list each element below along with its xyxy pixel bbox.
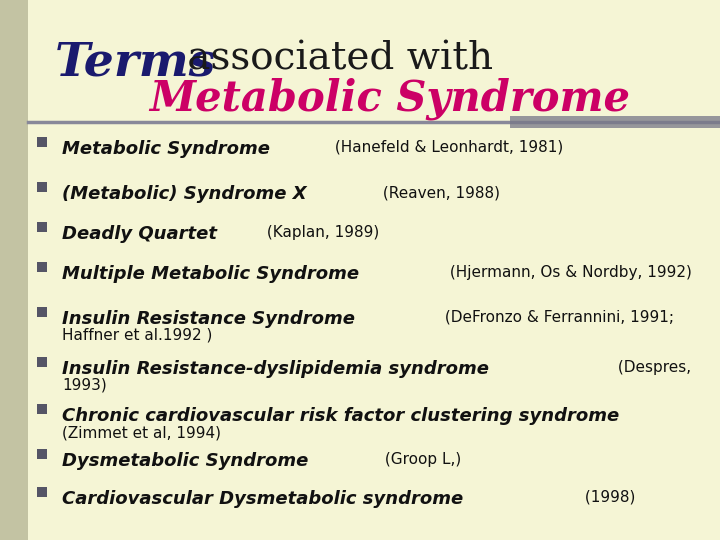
Text: Terms: Terms bbox=[55, 40, 217, 86]
Text: Haffner et al.1992 ): Haffner et al.1992 ) bbox=[62, 328, 212, 343]
FancyBboxPatch shape bbox=[37, 357, 47, 367]
Text: (Kaplan, 1989): (Kaplan, 1989) bbox=[262, 225, 379, 240]
Text: (Metabolic) Syndrome X: (Metabolic) Syndrome X bbox=[62, 185, 307, 203]
Text: Chronic cardiovascular risk factor clustering syndrome: Chronic cardiovascular risk factor clust… bbox=[62, 407, 619, 425]
Text: (Hanefeld & Leonhardt, 1981): (Hanefeld & Leonhardt, 1981) bbox=[330, 140, 564, 155]
Text: (Hjermann, Os & Nordby, 1992): (Hjermann, Os & Nordby, 1992) bbox=[446, 265, 692, 280]
Text: Insulin Resistance-dyslipidemia syndrome: Insulin Resistance-dyslipidemia syndrome bbox=[62, 360, 489, 378]
FancyBboxPatch shape bbox=[37, 449, 47, 459]
Text: (Reaven, 1988): (Reaven, 1988) bbox=[378, 185, 500, 200]
Text: 1993): 1993) bbox=[62, 378, 107, 393]
FancyBboxPatch shape bbox=[37, 137, 47, 147]
Text: Insulin Resistance Syndrome: Insulin Resistance Syndrome bbox=[62, 310, 355, 328]
Text: Multiple Metabolic Syndrome: Multiple Metabolic Syndrome bbox=[62, 265, 359, 283]
Text: Metabolic Syndrome: Metabolic Syndrome bbox=[62, 140, 270, 158]
FancyBboxPatch shape bbox=[0, 0, 28, 540]
FancyBboxPatch shape bbox=[510, 116, 720, 128]
Text: Metabolic Syndrome: Metabolic Syndrome bbox=[150, 78, 631, 120]
Text: Dysmetabolic Syndrome: Dysmetabolic Syndrome bbox=[62, 452, 308, 470]
FancyBboxPatch shape bbox=[37, 222, 47, 232]
Text: (1998): (1998) bbox=[580, 490, 635, 505]
Text: (Zimmet et al, 1994): (Zimmet et al, 1994) bbox=[62, 425, 221, 440]
Text: (DeFronzo & Ferrannini, 1991;: (DeFronzo & Ferrannini, 1991; bbox=[440, 310, 674, 325]
Text: (Groop L,): (Groop L,) bbox=[380, 452, 461, 467]
FancyBboxPatch shape bbox=[37, 182, 47, 192]
Text: associated with: associated with bbox=[175, 40, 493, 77]
FancyBboxPatch shape bbox=[37, 262, 47, 272]
FancyBboxPatch shape bbox=[37, 307, 47, 317]
Text: (Despres,: (Despres, bbox=[613, 360, 691, 375]
FancyBboxPatch shape bbox=[37, 404, 47, 414]
Text: Cardiovascular Dysmetabolic syndrome: Cardiovascular Dysmetabolic syndrome bbox=[62, 490, 463, 508]
FancyBboxPatch shape bbox=[37, 487, 47, 497]
Text: Deadly Quartet: Deadly Quartet bbox=[62, 225, 217, 243]
